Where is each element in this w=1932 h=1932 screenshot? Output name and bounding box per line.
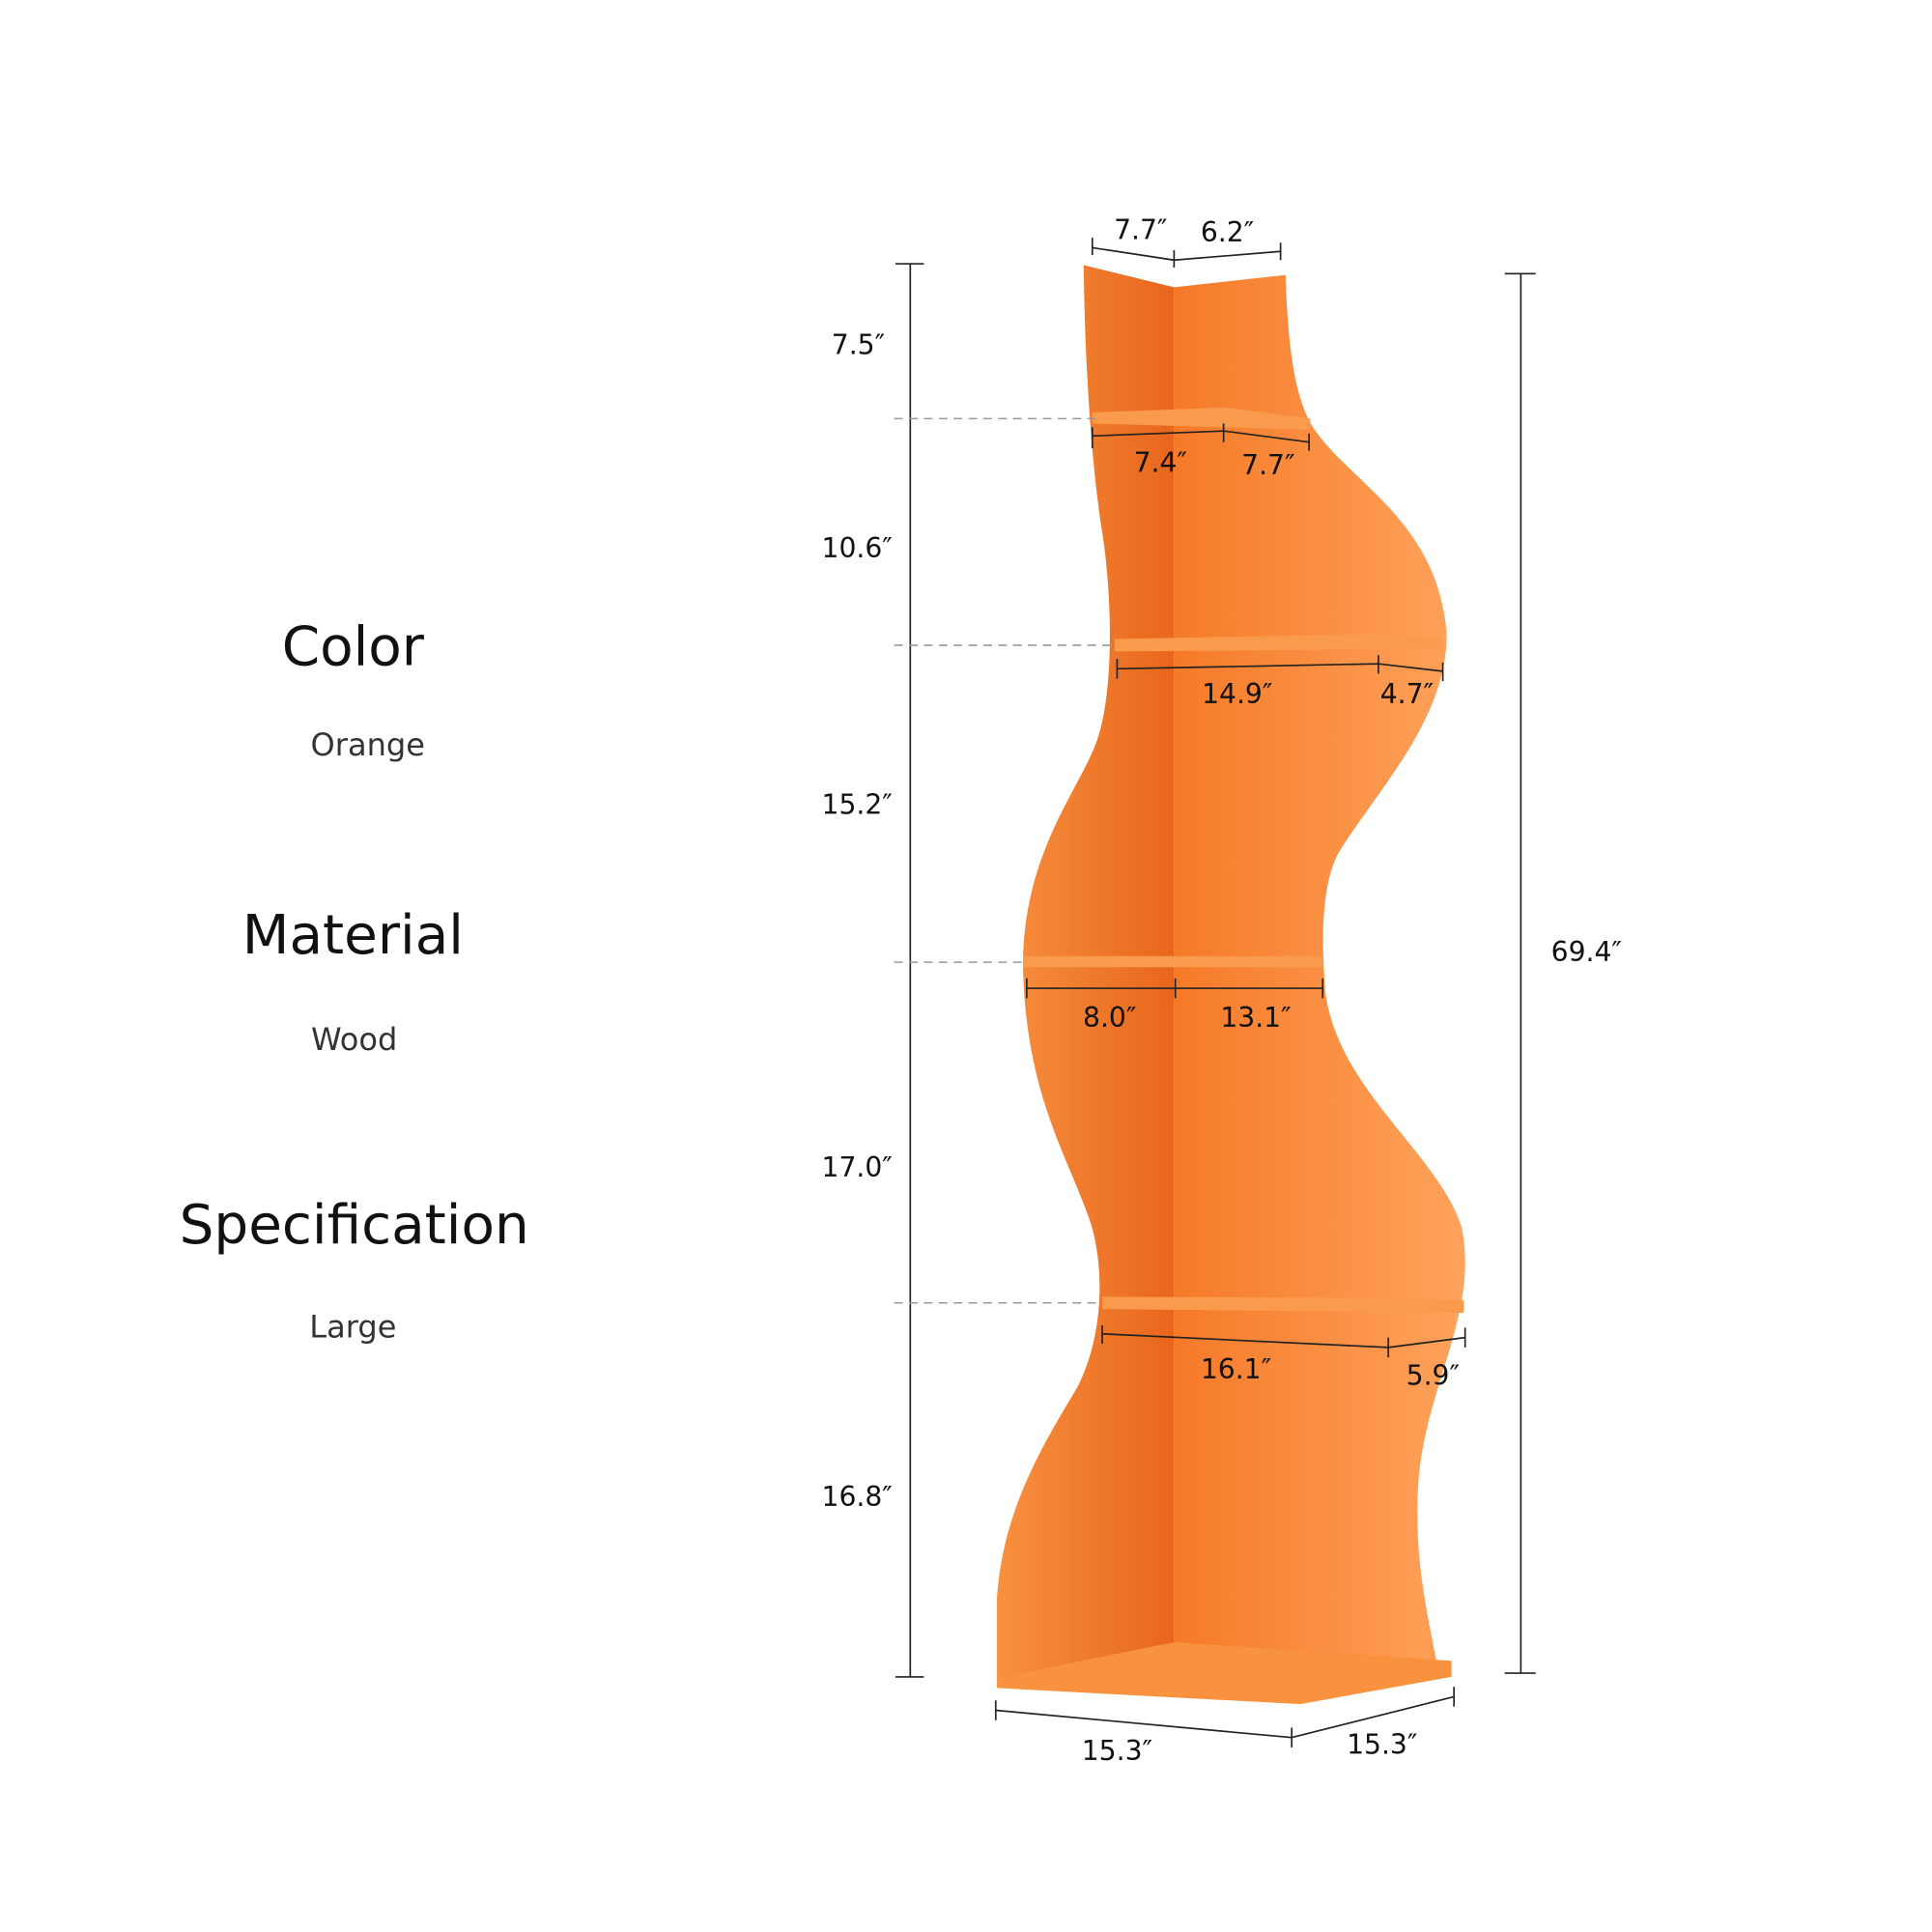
dim-shelf1-left: 7.4″ <box>1134 446 1187 478</box>
spec-specification: Specification Large <box>180 1194 529 1345</box>
dim-height-2: 10.6″ <box>822 532 893 564</box>
dim-shelf4-right: 5.9″ <box>1406 1359 1460 1391</box>
dim-height-5: 16.8″ <box>822 1481 893 1513</box>
dim-shelf4-left: 16.1″ <box>1201 1353 1271 1385</box>
dim-top-left: 7.7″ <box>1114 213 1167 245</box>
dim-shelf3-left: 8.0″ <box>1083 1002 1136 1034</box>
dim-base-right: 15.3″ <box>1347 1728 1417 1760</box>
dimension-labels: 7.7″ 6.2″ 7.5″ 10.6″ 15.2″ 17.0″ 16.8″ 6… <box>822 213 1622 1766</box>
spec-heading-material: Material <box>242 904 464 967</box>
shelf-4 <box>1102 1296 1464 1313</box>
spec-color: Color Orange <box>282 615 425 763</box>
spec-heading-specification: Specification <box>180 1194 529 1257</box>
dim-top-right: 6.2″ <box>1201 216 1254 248</box>
shelf-3 <box>1022 955 1323 968</box>
spec-heading-color: Color <box>282 615 425 678</box>
dimension-lines <box>894 238 1536 1747</box>
dim-shelf2-right: 4.7″ <box>1380 678 1434 710</box>
wave-corner-shelf <box>997 265 1465 1705</box>
dim-height-3: 15.2″ <box>822 788 893 820</box>
dim-base-left: 15.3″ <box>1082 1735 1152 1767</box>
shelf-2 <box>1114 634 1443 652</box>
dim-height-1: 7.5″ <box>832 329 885 361</box>
spec-material: Material Wood <box>242 904 464 1058</box>
dim-shelf3-right: 13.1″ <box>1220 1002 1291 1034</box>
left-back-panel <box>997 265 1175 1679</box>
shelf-1 <box>1092 407 1311 430</box>
dim-shelf2-left: 14.9″ <box>1202 678 1272 710</box>
dim-shelf1-right: 7.7″ <box>1241 449 1294 481</box>
base-panel <box>997 1642 1452 1705</box>
dim-total-height: 69.4″ <box>1551 936 1622 968</box>
spec-value-material: Wood <box>311 1021 397 1058</box>
spec-value-specification: Large <box>309 1309 396 1346</box>
spec-value-color: Orange <box>311 726 425 763</box>
dim-height-4: 17.0″ <box>822 1151 893 1183</box>
right-back-panel <box>1174 274 1465 1662</box>
